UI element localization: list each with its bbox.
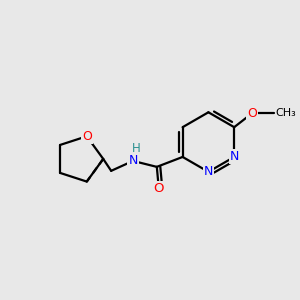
Text: N: N (204, 165, 213, 178)
Text: N: N (128, 154, 138, 167)
Text: O: O (154, 182, 164, 195)
Text: CH₃: CH₃ (275, 108, 296, 118)
Text: N: N (230, 150, 239, 164)
Text: O: O (247, 107, 257, 120)
Text: O: O (82, 130, 92, 143)
Text: H: H (132, 142, 140, 154)
